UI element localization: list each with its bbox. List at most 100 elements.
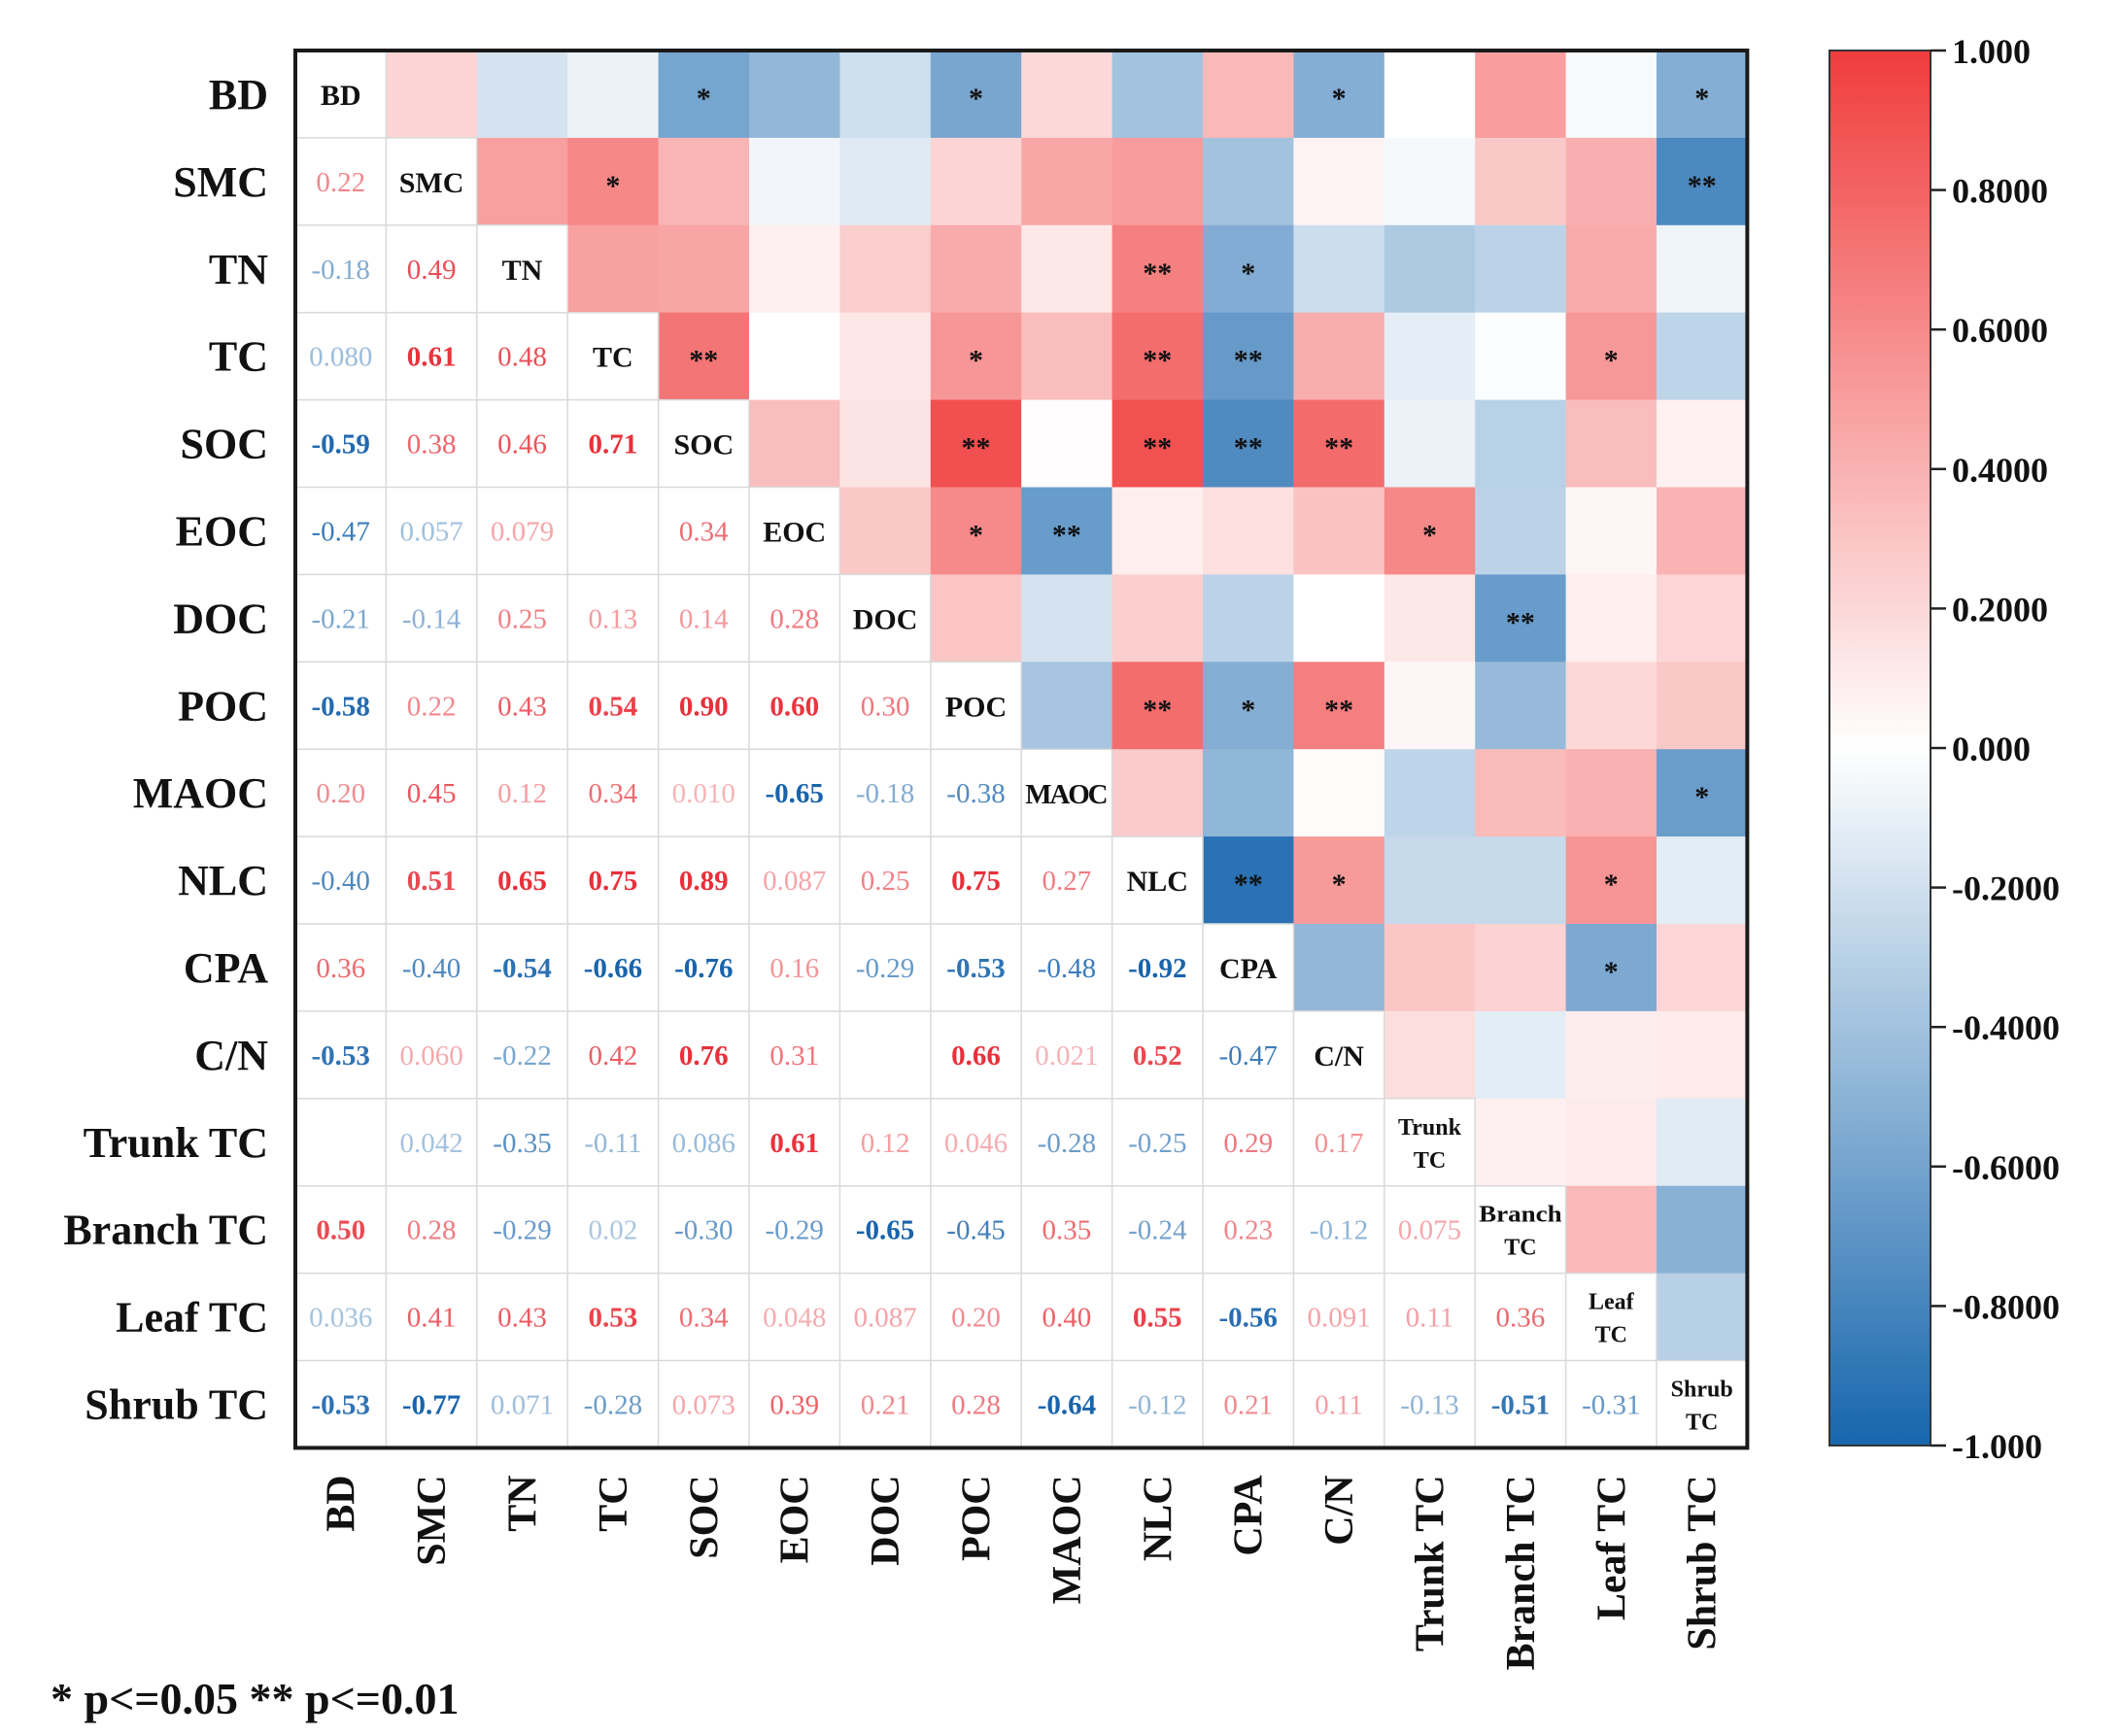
heatmap-value-cell bbox=[476, 312, 568, 400]
heatmap-value-cell bbox=[1111, 924, 1203, 1011]
heatmap-cell bbox=[1293, 399, 1385, 489]
significance-star: ** bbox=[1324, 432, 1353, 464]
diagonal-variable-label: TN bbox=[502, 255, 543, 287]
heatmap-diagonal-cell bbox=[1657, 1360, 1748, 1448]
diagonal-variable-label: EOC bbox=[763, 516, 826, 548]
heatmap-value-cell bbox=[658, 924, 749, 1011]
heatmap-value-cell bbox=[567, 1273, 659, 1361]
heatmap-value-cell bbox=[386, 574, 477, 663]
correlation-value-label: -0.21 bbox=[311, 603, 369, 634]
heatmap-value-cell bbox=[658, 662, 749, 750]
correlation-value-label: 0.22 bbox=[407, 691, 457, 722]
correlation-value-label: -0.29 bbox=[493, 1215, 551, 1246]
heatmap-value-cell bbox=[1565, 1360, 1657, 1448]
correlation-value-label: 0.23 bbox=[1223, 1215, 1273, 1246]
column-label: POC bbox=[955, 1475, 1000, 1561]
heatmap-value-cell bbox=[1111, 1098, 1203, 1186]
correlation-value-label: -0.29 bbox=[856, 953, 914, 984]
correlation-value-label: -0.47 bbox=[311, 516, 369, 547]
heatmap-value-cell bbox=[295, 1273, 387, 1361]
correlation-value-label: 0.65 bbox=[497, 866, 547, 897]
correlation-value-label: 0.71 bbox=[589, 429, 638, 460]
heatmap-cells bbox=[295, 51, 1748, 1448]
significance-star: * bbox=[1241, 694, 1255, 726]
colorbar-tick-label: -0.2000 bbox=[1952, 869, 2060, 908]
heatmap-cell bbox=[749, 312, 840, 401]
heatmap-cell bbox=[658, 224, 750, 314]
colorbar-tick-label: 0.6000 bbox=[1952, 311, 2048, 350]
heatmap-cell bbox=[1111, 224, 1204, 314]
heatmap-value-cell bbox=[749, 662, 840, 750]
heatmap-cell bbox=[1565, 749, 1658, 837]
heatmap-value-cell bbox=[295, 312, 387, 400]
heatmap-value-cell bbox=[1021, 836, 1112, 924]
heatmap-value-cell bbox=[658, 1273, 749, 1361]
significance-star: ** bbox=[1143, 345, 1172, 377]
heatmap-cell bbox=[1475, 137, 1567, 226]
correlation-value-label: -0.12 bbox=[1128, 1389, 1186, 1420]
heatmap-diagonal-cell bbox=[658, 399, 749, 488]
correlation-value-label: 0.20 bbox=[316, 778, 365, 809]
colorbar-tick-label: 1.000 bbox=[1952, 32, 2031, 71]
heatmap-cell bbox=[1203, 836, 1294, 925]
correlation-value-label: -0.48 bbox=[1038, 953, 1096, 984]
heatmap-value-cell bbox=[1111, 1273, 1203, 1361]
diagonal-variable-label: CPA bbox=[1219, 953, 1278, 985]
column-labels: BD SMC TN TC SOC EOC DOC POC MAOC NLC CPA C/N Trunk … bbox=[320, 1475, 1726, 1671]
heatmap-cell bbox=[1657, 51, 1748, 139]
heatmap-cell bbox=[1111, 574, 1204, 663]
heatmap-cell bbox=[476, 51, 568, 139]
correlation-value-label: 0.66 bbox=[951, 1040, 1001, 1072]
heatmap-value-cell bbox=[658, 1360, 749, 1448]
heatmap-cell bbox=[1475, 749, 1567, 837]
heatmap-cell bbox=[567, 51, 660, 139]
heatmap-cell bbox=[1657, 924, 1748, 1012]
heatmap-cell bbox=[1293, 224, 1385, 314]
column-label: SOC bbox=[682, 1475, 727, 1558]
heatmap-cell bbox=[1384, 137, 1476, 226]
correlation-value-label: 0.31 bbox=[769, 1040, 819, 1072]
correlation-value-label: -0.54 bbox=[493, 953, 551, 984]
heatmap-value-cell bbox=[476, 1185, 568, 1274]
heatmap-cell bbox=[1475, 836, 1567, 925]
heatmap-cell bbox=[1384, 399, 1476, 489]
heatmap-cell bbox=[1475, 662, 1567, 750]
correlation-value-label: -0.38 bbox=[946, 778, 1005, 809]
row-label: TN bbox=[209, 246, 268, 293]
heatmap-value-cell bbox=[476, 487, 568, 575]
heatmap-cell bbox=[1565, 487, 1658, 575]
heatmap-cell bbox=[1203, 51, 1294, 139]
correlation-value-label: 0.087 bbox=[763, 866, 826, 897]
heatmap-value-cell bbox=[567, 924, 659, 1011]
heatmap-cell bbox=[1475, 312, 1567, 401]
heatmap-cell bbox=[1475, 399, 1567, 489]
significance-star: ** bbox=[1688, 170, 1717, 202]
column-label: BD bbox=[320, 1475, 364, 1531]
diagonal-variable-label: Trunk bbox=[1398, 1115, 1462, 1140]
heatmap-cell bbox=[1384, 312, 1476, 401]
heatmap-value-cell bbox=[567, 1098, 659, 1186]
diagonal-variable-label: POC bbox=[945, 691, 1007, 723]
heatmap-value-cell bbox=[567, 749, 659, 837]
heatmap-value-cell bbox=[295, 137, 387, 225]
significance-star: * bbox=[1332, 868, 1347, 901]
diagonal-variable-label: Leaf bbox=[1589, 1290, 1635, 1315]
heatmap-value-cell bbox=[386, 1273, 477, 1361]
diagonal-variable-label: DOC bbox=[853, 603, 918, 635]
heatmap-value-cell bbox=[1475, 1360, 1566, 1448]
heatmap-cell bbox=[1657, 399, 1748, 489]
heatmap-value-cell bbox=[295, 1360, 387, 1448]
heatmap-value-cell bbox=[749, 1185, 840, 1274]
correlation-value-label: 0.38 bbox=[407, 429, 457, 460]
significance-star: ** bbox=[1234, 345, 1263, 377]
correlation-value-label: 0.086 bbox=[672, 1128, 735, 1159]
heatmap-cell bbox=[1565, 1098, 1658, 1187]
row-label: EOC bbox=[176, 507, 268, 555]
heatmap-value-cell bbox=[567, 1360, 659, 1448]
heatmap-cell bbox=[1021, 224, 1113, 314]
correlation-value-label: 0.43 bbox=[497, 1303, 547, 1334]
heatmap-diagonal-cell bbox=[1293, 1010, 1384, 1099]
correlation-value-label: -0.53 bbox=[311, 1040, 369, 1072]
column-label: Shrub TC bbox=[1681, 1475, 1726, 1650]
heatmap-cell bbox=[1021, 487, 1113, 575]
